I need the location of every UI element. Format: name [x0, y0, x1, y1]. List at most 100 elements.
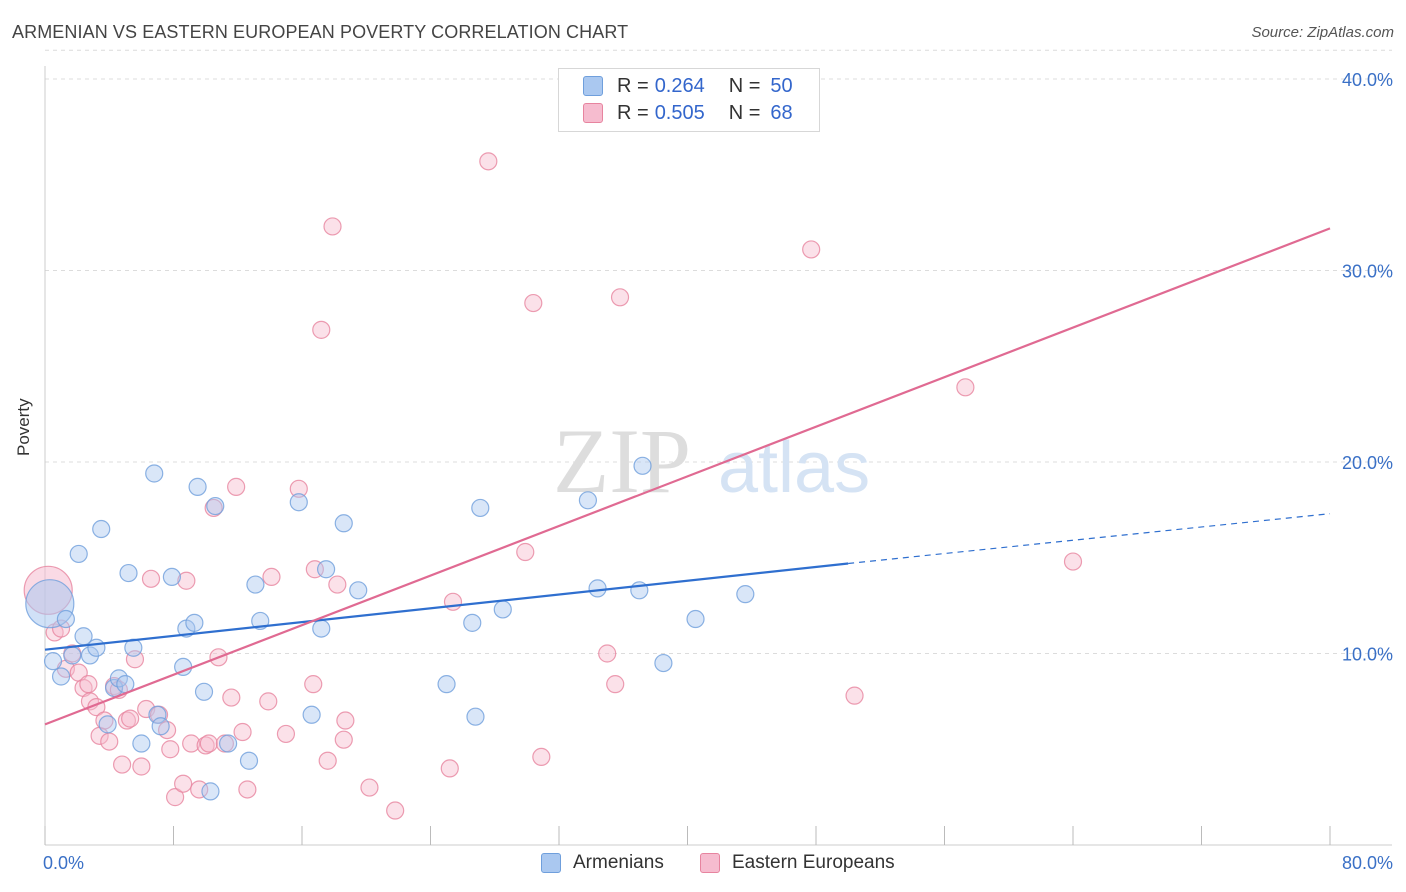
- armenians-point: [471, 498, 490, 518]
- armenians-point: [316, 560, 336, 579]
- armenians-point: [98, 715, 117, 734]
- eastern-europeans-point: [233, 722, 252, 742]
- legend-label-eastern-europeans: Eastern Europeans: [732, 852, 895, 873]
- armenians-point: [162, 567, 181, 587]
- eastern-europeans-point: [323, 217, 342, 236]
- eastern-europeans-point: [610, 288, 630, 307]
- armenians-point: [578, 491, 598, 510]
- armenians-point: [219, 734, 238, 753]
- y-tick-label: 10.0%: [1342, 645, 1393, 665]
- eastern-europeans-point: [304, 675, 323, 694]
- eastern-europeans-point: [336, 711, 355, 730]
- armenians-point: [201, 782, 220, 801]
- armenians-point: [239, 751, 259, 770]
- eastern-europeans-point: [121, 709, 140, 728]
- eastern-europeans-point: [312, 320, 331, 339]
- eastern-europeans-point: [166, 788, 185, 807]
- eastern-europeans-point: [360, 778, 379, 797]
- armenians-trendline-extension: [848, 513, 1331, 565]
- eastern-europeans-point: [196, 736, 215, 755]
- eastern-europeans-point: [802, 240, 821, 259]
- eastern-europeans-point: [606, 675, 625, 694]
- eastern-europeans-point: [440, 759, 459, 778]
- y-tick-label: 20.0%: [1342, 453, 1393, 473]
- eastern-europeans-trendline: [44, 227, 1331, 726]
- armenians-point: [194, 682, 214, 701]
- eastern-europeans-swatch: [700, 853, 720, 873]
- eastern-europeans-point: [222, 688, 241, 707]
- armenians-point: [493, 600, 512, 619]
- armenians-point: [437, 675, 456, 694]
- armenians-point: [185, 613, 204, 632]
- eastern-europeans-point: [161, 740, 180, 759]
- armenians-point: [151, 717, 170, 736]
- armenians-points: [25, 456, 755, 801]
- eastern-europeans-point: [276, 724, 296, 744]
- eastern-europeans-point: [845, 686, 864, 705]
- eastern-europeans-swatch: [583, 103, 603, 123]
- grid-lines: [45, 49, 1392, 654]
- eastern-europeans-point: [328, 575, 347, 594]
- armenians-point: [633, 456, 652, 475]
- eastern-europeans-point: [190, 780, 209, 799]
- n-value: 50: [770, 74, 793, 97]
- armenians-point: [69, 544, 88, 564]
- eastern-europeans-point: [100, 732, 119, 751]
- eastern-europeans-point: [259, 692, 278, 711]
- r-label: R =: [617, 74, 649, 97]
- stats-legend-row-eastern: R = 0.505 N = 68: [583, 100, 793, 126]
- armenians-point: [588, 579, 607, 598]
- watermark-zip: ZIP: [553, 410, 691, 512]
- eastern-europeans-point: [532, 747, 551, 767]
- armenians-point: [51, 667, 71, 686]
- eastern-europeans-point: [79, 675, 98, 694]
- armenians-point: [686, 609, 705, 629]
- tick-labels: 10.0% 20.0% 30.0% 40.0% 0.0% 80.0%: [43, 70, 1393, 873]
- eastern-europeans-point: [1063, 552, 1083, 571]
- axes: [44, 66, 1392, 846]
- armenians-point: [334, 514, 353, 533]
- armenians-point: [56, 609, 75, 629]
- trendlines: [44, 227, 1331, 726]
- y-axis-label: Poverty: [14, 398, 33, 456]
- armenians-point: [654, 653, 673, 673]
- eastern-europeans-point: [318, 751, 337, 770]
- y-tick-label: 40.0%: [1342, 70, 1393, 90]
- armenians-point: [87, 638, 106, 657]
- legend-item-eastern-europeans[interactable]: Eastern Europeans: [700, 852, 895, 874]
- x-tick-label-max: 80.0%: [1342, 853, 1393, 873]
- armenians-point: [132, 734, 151, 753]
- eastern-europeans-point: [177, 571, 196, 590]
- eastern-europeans-point: [443, 592, 463, 611]
- eastern-europeans-point: [516, 542, 535, 562]
- eastern-europeans-point: [199, 734, 218, 753]
- watermark-atlas: atlas: [718, 428, 870, 508]
- armenians-point: [312, 619, 331, 638]
- r-value: 0.264: [654, 74, 705, 97]
- stats-legend-row-armenians: R = 0.264 N = 50: [583, 73, 793, 99]
- eastern-europeans-point: [112, 755, 132, 774]
- eastern-europeans-point: [334, 730, 353, 749]
- armenians-point: [92, 519, 111, 539]
- armenians-point: [206, 496, 225, 516]
- armenians-point: [43, 652, 63, 671]
- y-tick-label: 30.0%: [1342, 262, 1393, 282]
- armenians-point: [463, 613, 482, 632]
- n-label: N =: [728, 74, 761, 97]
- armenians-point: [25, 579, 75, 629]
- legend-item-armenians[interactable]: Armenians: [541, 852, 664, 874]
- eastern-europeans-point: [479, 152, 498, 171]
- eastern-europeans-point: [262, 567, 281, 587]
- armenians-point: [349, 581, 368, 600]
- armenians-point: [119, 563, 138, 583]
- eastern-europeans-point: [289, 479, 308, 498]
- armenians-point: [63, 646, 82, 665]
- x-tick-label-min: 0.0%: [43, 853, 84, 873]
- n-value: 68: [770, 101, 793, 124]
- eastern-europeans-point: [238, 780, 257, 799]
- eastern-europeans-point: [227, 477, 246, 496]
- eastern-europeans-point: [524, 293, 543, 313]
- eastern-europeans-point: [598, 644, 617, 663]
- eastern-europeans-point: [117, 711, 137, 730]
